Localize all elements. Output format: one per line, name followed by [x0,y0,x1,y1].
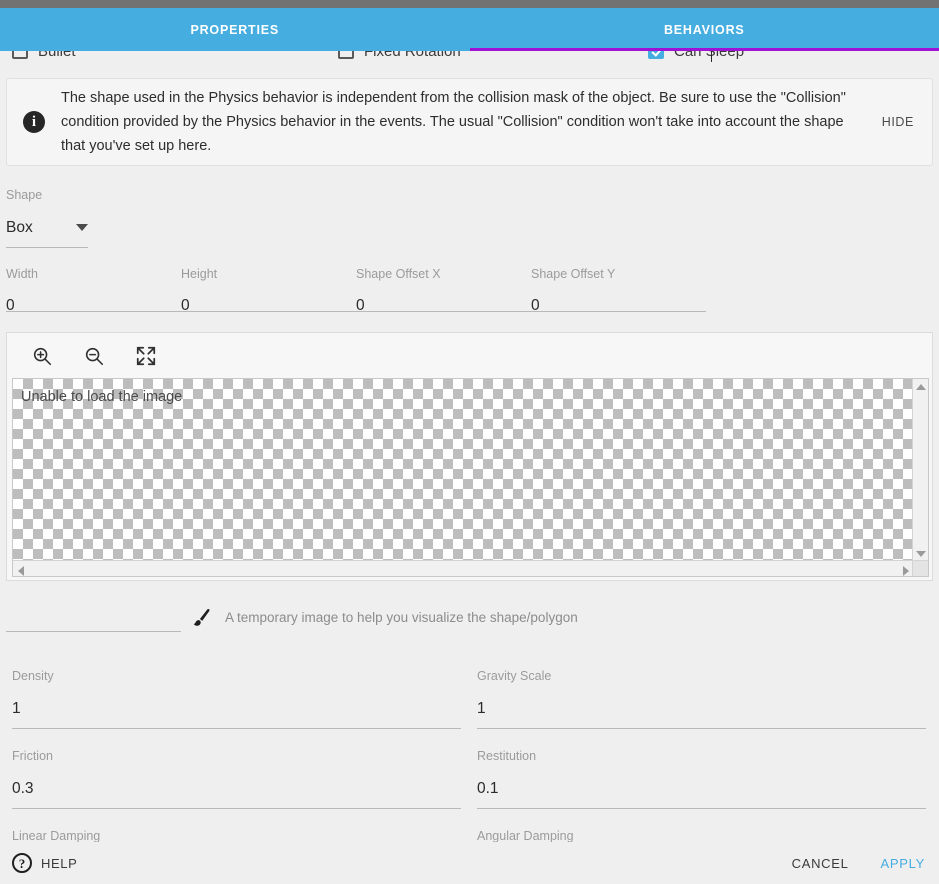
field-value-width[interactable]: 0 [6,296,15,314]
field-density: Density 1 [0,670,469,729]
canvas-vertical-scrollbar[interactable] [912,379,928,562]
field-value-shape-offset-x[interactable]: 0 [356,296,365,314]
field-label-shape-offset-x: Shape Offset X [356,267,441,281]
field-angular-damping: Angular Damping [469,830,938,861]
scroll-up-arrow-icon[interactable] [916,384,926,390]
field-underline-friction [12,808,461,809]
field-shape-offset-x: Shape Offset X 0 [356,268,531,313]
field-label-angular-damping: Angular Damping [477,829,574,843]
scrollbar-corner [912,560,928,576]
temporary-image-row: A temporary image to help you visualize … [0,604,939,638]
question-mark-icon: ? [12,853,32,873]
editor-toolbar [7,333,932,378]
dialog-footer: ? HELP CANCEL APPLY [0,842,939,884]
field-value-density[interactable]: 1 [12,699,21,717]
field-underline-density [12,728,461,729]
cancel-button[interactable]: CANCEL [791,855,849,871]
active-tab-indicator [469,48,939,51]
canvas-horizontal-scrollbar[interactable] [13,560,914,576]
help-button[interactable]: ? HELP [12,853,77,873]
row-damping: Linear Damping Angular Damping [0,830,939,861]
info-icon: i [23,111,45,133]
canvas-error-message: Unable to load the image [21,389,183,405]
field-value-gravity-scale[interactable]: 1 [477,699,486,717]
shape-select-group: Shape Box [6,189,88,248]
tab-behaviors[interactable]: BEHAVIORS [663,22,745,37]
field-value-height[interactable]: 0 [181,296,190,314]
field-label-linear-damping: Linear Damping [12,829,101,843]
shape-label: Shape [6,188,43,202]
field-label-shape-offset-y: Shape Offset Y [531,267,616,281]
text-caret [711,40,712,62]
field-width: Width 0 [6,268,181,313]
field-height: Height 0 [181,268,356,313]
field-value-friction[interactable]: 0.3 [12,779,34,797]
brush-icon[interactable] [192,608,212,630]
scroll-right-arrow-icon[interactable] [903,566,909,576]
fit-screen-icon[interactable] [133,343,159,369]
field-value-shape-offset-y[interactable]: 0 [531,296,540,314]
temporary-image-hint: A temporary image to help you visualize … [225,610,578,625]
shape-dimension-row: Width 0 Height 0 Shape Offset X 0 Shape … [6,268,706,313]
scroll-down-arrow-icon[interactable] [916,551,926,557]
apply-button[interactable]: APPLY [880,855,925,871]
shape-dimension-underline [6,311,706,312]
info-banner-text: The shape used in the Physics behavior i… [61,90,846,154]
shape-canvas[interactable]: Unable to load the image [12,378,929,577]
field-label-restitution: Restitution [477,749,537,763]
transparency-checkerboard [13,379,914,562]
tab-bar: PROPERTIES BEHAVIORS [0,8,939,51]
scroll-left-arrow-icon[interactable] [18,566,24,576]
help-button-label: HELP [41,855,78,871]
field-underline-gravity-scale [477,728,926,729]
shape-selected-value: Box [6,218,33,236]
field-underline-restitution [477,808,926,809]
chevron-down-icon [76,223,88,231]
temporary-image-underline [6,631,181,632]
row-density-gravity: Density 1 Gravity Scale 1 [0,670,939,729]
field-label-friction: Friction [12,749,53,763]
field-gravity-scale: Gravity Scale 1 [469,670,938,729]
window-top-strip [0,0,939,8]
field-linear-damping: Linear Damping [0,830,469,861]
shape-select[interactable]: Box [6,218,88,236]
field-value-restitution[interactable]: 0.1 [477,779,499,797]
info-banner: i The shape used in the Physics behavior… [6,78,933,166]
field-label-gravity-scale: Gravity Scale [477,669,552,683]
field-shape-offset-y: Shape Offset Y 0 [531,268,706,313]
hide-banner-button[interactable]: HIDE [881,115,914,129]
zoom-out-icon[interactable] [81,343,107,369]
tab-properties[interactable]: PROPERTIES [190,22,280,37]
field-label-width: Width [6,267,38,281]
field-label-density: Density [12,669,54,683]
row-friction-restitution: Friction 0.3 Restitution 0.1 [0,750,939,809]
shape-select-underline [6,247,88,248]
zoom-in-icon[interactable] [29,343,55,369]
temporary-image-input[interactable] [6,604,181,632]
field-label-height: Height [181,267,218,281]
shape-preview-editor: Unable to load the image [6,332,933,581]
field-friction: Friction 0.3 [0,750,469,809]
field-restitution: Restitution 0.1 [469,750,938,809]
